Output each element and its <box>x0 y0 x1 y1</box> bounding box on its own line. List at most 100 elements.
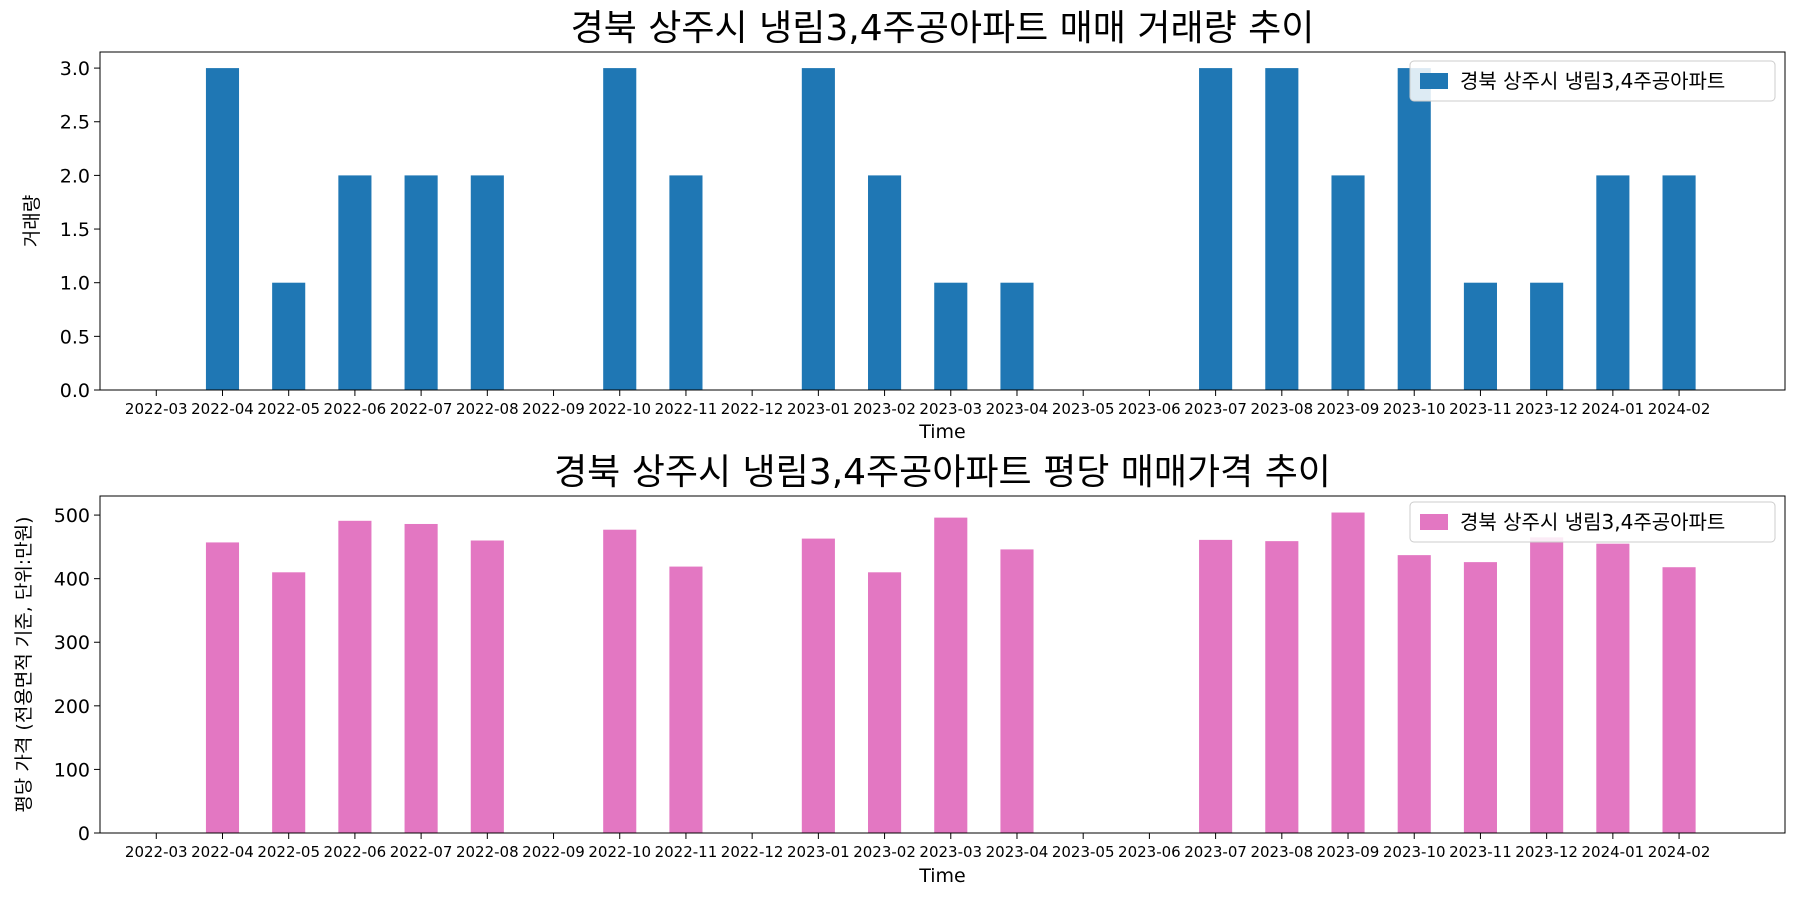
bar-2023-01 <box>801 68 835 390</box>
y-tick-label: 400 <box>54 569 90 591</box>
bar-2022-11 <box>669 175 703 390</box>
x-tick-label: 2023-08 <box>1250 400 1313 418</box>
x-tick-label: 2023-10 <box>1383 843 1446 861</box>
y-tick-label: 0 <box>78 823 90 845</box>
x-tick-label: 2022-06 <box>324 843 387 861</box>
bar-2023-09 <box>1331 512 1365 833</box>
x-tick-label: 2022-07 <box>390 843 453 861</box>
y-tick-label: 0.5 <box>60 326 90 348</box>
x-tick-label: 2023-06 <box>1118 843 1181 861</box>
y-tick-label: 2.5 <box>60 112 90 134</box>
bar-2022-08 <box>470 540 504 833</box>
x-axis-label: Time <box>918 421 966 443</box>
x-tick-label: 2022-09 <box>522 843 585 861</box>
x-tick-label: 2024-01 <box>1582 843 1645 861</box>
x-tick-label: 2023-04 <box>986 400 1049 418</box>
x-tick-label: 2022-04 <box>191 843 254 861</box>
x-tick-label: 2023-06 <box>1118 400 1181 418</box>
bar-2022-04 <box>205 68 240 390</box>
x-axis-label: Time <box>918 865 966 887</box>
y-tick-label: 1.0 <box>60 273 90 295</box>
bar-2023-11 <box>1463 562 1497 833</box>
y-tick-label: 2.0 <box>60 165 90 187</box>
plot-area-frame <box>99 51 1786 391</box>
x-tick-label: 2022-12 <box>721 400 784 418</box>
bar-2023-03 <box>934 517 968 833</box>
y-axis-label: 평당 가격 (전용면적 기준, 단위:만원) <box>13 516 35 812</box>
x-tick-label: 2023-07 <box>1184 400 1247 418</box>
chart-panel-1: 경북 상주시 냉림3,4주공아파트 평당 매매가격 추이 0 100 200 300 40… <box>13 452 1786 887</box>
x-tick-label: 2024-01 <box>1582 400 1645 418</box>
bar-2023-09 <box>1331 175 1365 390</box>
bar-2023-11 <box>1463 282 1497 390</box>
chart-panel-0: 경북 상주시 냉림3,4주공아파트 매매 거래량 추이 0.0 0.5 1.0 1.5 2… <box>21 8 1786 443</box>
x-tick-label: 2022-05 <box>257 400 320 418</box>
x-tick-label: 2023-01 <box>787 843 850 861</box>
x-tick-label: 2023-03 <box>919 400 982 418</box>
bar-2024-02 <box>1662 175 1696 390</box>
bar-2022-08 <box>470 175 504 390</box>
bar-2022-04 <box>205 542 240 833</box>
x-tick-label: 2023-04 <box>986 843 1049 861</box>
x-tick-label: 2022-03 <box>125 843 188 861</box>
y-tick-label: 300 <box>54 632 90 654</box>
x-tick-label: 2022-05 <box>257 843 320 861</box>
bar-2022-05 <box>272 282 306 390</box>
x-tick-label: 2023-05 <box>1052 843 1115 861</box>
x-tick-label: 2023-11 <box>1449 400 1512 418</box>
plot-area-frame <box>99 495 1786 834</box>
x-tick-label: 2022-10 <box>588 400 651 418</box>
legend-swatch <box>1420 73 1448 89</box>
bar-2022-06 <box>338 175 372 390</box>
y-axis-label: 거래량 <box>21 195 43 247</box>
y-tick-label: 100 <box>54 759 90 781</box>
x-tick-label: 2022-04 <box>191 400 254 418</box>
x-tick-label: 2023-12 <box>1515 400 1578 418</box>
bar-2022-06 <box>338 520 372 833</box>
x-tick-label: 2023-02 <box>853 843 916 861</box>
x-tick-label: 2022-07 <box>390 400 453 418</box>
x-tick-label: 2023-01 <box>787 400 850 418</box>
y-tick-label: 500 <box>54 505 90 527</box>
x-tick-label: 2023-07 <box>1184 843 1247 861</box>
bar-2023-01 <box>801 538 835 833</box>
bar-2023-08 <box>1265 541 1299 833</box>
bar-2023-02 <box>868 175 902 390</box>
bar-2024-01 <box>1596 175 1630 390</box>
x-tick-label: 2022-08 <box>456 843 519 861</box>
x-tick-label: 2022-08 <box>456 400 519 418</box>
x-tick-label: 2024-02 <box>1648 843 1711 861</box>
x-tick-label: 2022-12 <box>721 843 784 861</box>
bar-2023-02 <box>868 572 902 833</box>
bar-2023-12 <box>1530 282 1564 390</box>
legend-swatch <box>1420 514 1448 530</box>
bar-2024-02 <box>1662 567 1696 833</box>
bar-2023-08 <box>1265 68 1299 390</box>
x-tick-label: 2024-02 <box>1648 400 1711 418</box>
legend-box <box>1409 60 1776 102</box>
bar-2023-04 <box>1000 549 1034 833</box>
bar-2023-10 <box>1397 555 1431 833</box>
x-tick-label: 2023-03 <box>919 843 982 861</box>
bar-2023-03 <box>934 282 968 390</box>
x-tick-label: 2023-09 <box>1317 400 1380 418</box>
x-tick-label: 2023-02 <box>853 400 916 418</box>
x-tick-label: 2023-05 <box>1052 400 1115 418</box>
x-tick-label: 2023-11 <box>1449 843 1512 861</box>
x-tick-label: 2023-09 <box>1317 843 1380 861</box>
x-tick-label: 2022-06 <box>324 400 387 418</box>
y-tick-label: 200 <box>54 696 90 718</box>
bar-2023-04 <box>1000 282 1034 390</box>
legend-label: 경북 상주시 냉림3,4주공아파트 <box>1460 69 1725 93</box>
legend-box <box>1409 501 1776 543</box>
chart-title: 경북 상주시 냉림3,4주공아파트 매매 거래량 추이 <box>571 8 1315 49</box>
bar-2023-12 <box>1530 537 1564 833</box>
x-tick-label: 2022-11 <box>655 843 718 861</box>
x-tick-label: 2022-10 <box>588 843 651 861</box>
x-tick-label: 2023-08 <box>1250 843 1313 861</box>
bar-2024-01 <box>1596 543 1630 833</box>
y-tick-label: 3.0 <box>60 58 90 80</box>
bar-2022-07 <box>404 523 438 833</box>
